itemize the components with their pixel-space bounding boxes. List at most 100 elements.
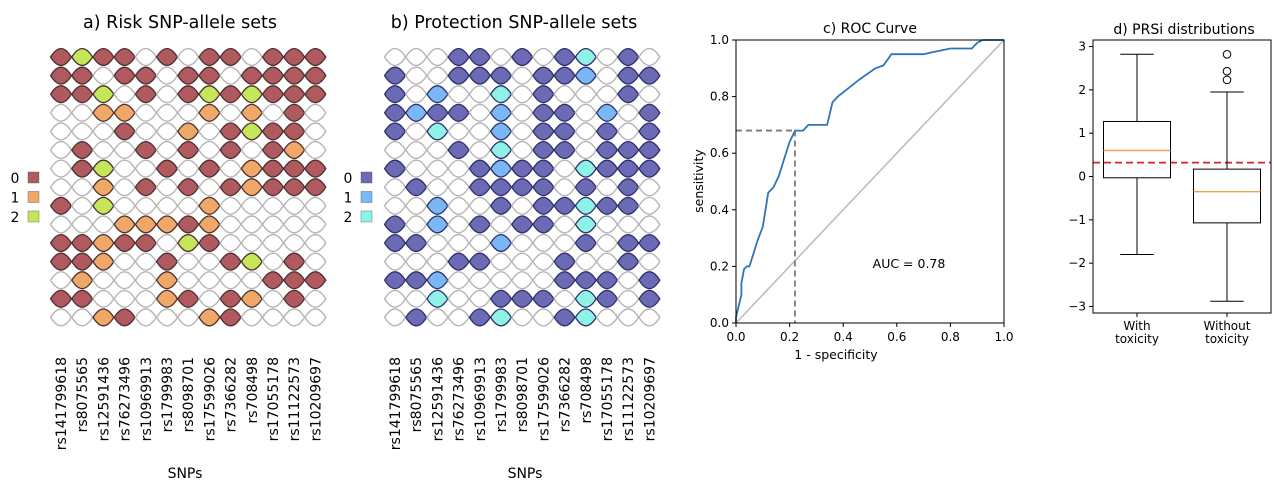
allele-cell-empty <box>49 178 73 197</box>
legend-label: 2 <box>344 210 353 226</box>
allele-cell-filled <box>261 122 285 141</box>
roc-x-tick-label: 0.0 <box>726 330 745 344</box>
allele-cell-filled <box>155 271 179 290</box>
allele-cell-filled <box>71 271 94 290</box>
allele-cell-filled <box>198 233 221 253</box>
legend-swatch <box>27 191 40 203</box>
allele-cell-filled <box>155 252 179 271</box>
allele-cell-empty <box>70 215 94 234</box>
allele-cell-empty <box>176 159 200 178</box>
allele-cell-filled <box>92 47 115 67</box>
allele-cell-filled <box>489 233 513 253</box>
allele-cell-filled <box>489 85 513 104</box>
allele-cell-empty <box>638 85 661 104</box>
allele-cell-filled <box>489 178 513 197</box>
allele-cell-filled <box>92 178 115 197</box>
allele-cell-filled <box>405 103 428 122</box>
allele-cell-filled <box>383 233 407 253</box>
allele-cell-empty <box>404 196 428 215</box>
roc-title: c) ROC Curve <box>823 21 917 37</box>
allele-cell-empty <box>70 103 94 122</box>
allele-cell-filled <box>261 178 285 197</box>
allele-cell-empty <box>489 215 513 234</box>
allele-cell-filled <box>198 85 221 104</box>
allele-cell-empty <box>532 252 555 271</box>
allele-cell-empty <box>261 215 285 234</box>
allele-cell-empty <box>595 66 619 85</box>
allele-cell-filled <box>261 159 285 178</box>
legend-swatch <box>360 210 373 223</box>
allele-cell-filled <box>219 252 242 271</box>
chance-diagonal <box>735 39 1005 324</box>
allele-cell-empty <box>383 178 407 197</box>
allele-cell-filled <box>283 103 306 122</box>
allele-cell-filled <box>617 233 640 253</box>
snp-label: rs10969913 <box>139 357 155 441</box>
allele-cell-filled <box>71 47 94 67</box>
allele-cell-empty <box>638 215 661 234</box>
allele-cell-filled <box>49 289 73 308</box>
allele-cell-empty <box>468 140 492 160</box>
snp-label: rs17599026 <box>202 357 218 441</box>
allele-cell-filled <box>617 66 640 85</box>
allele-cell-filled <box>240 252 263 271</box>
allele-cell-empty <box>134 122 158 141</box>
allele-cell-filled <box>92 159 115 178</box>
allele-cell-empty <box>134 159 158 178</box>
snp-label: rs1799983 <box>160 357 176 432</box>
allele-cell-filled <box>240 85 263 104</box>
allele-cell-filled <box>489 140 513 160</box>
box-outlier <box>1222 66 1232 76</box>
allele-cell-filled <box>71 66 94 85</box>
allele-cell-empty <box>92 122 115 141</box>
allele-cell-empty <box>447 289 470 308</box>
allele-cell-filled <box>574 159 597 178</box>
snp-label: rs8075565 <box>409 357 425 432</box>
allele-cell-filled <box>219 178 242 197</box>
allele-cell-empty <box>532 47 555 67</box>
allele-cell-empty <box>574 103 598 122</box>
allele-cell-filled <box>92 252 115 271</box>
allele-cell-filled <box>638 66 661 85</box>
allele-cell-filled <box>617 159 640 178</box>
allele-cell-filled <box>553 196 576 215</box>
protection-snp-labels: rs141799618 rs8075565 rs12591436 rs76273496… <box>388 357 658 450</box>
allele-cell-filled <box>532 103 555 122</box>
allele-cell-empty <box>219 103 242 122</box>
allele-cell-filled <box>134 140 157 160</box>
allele-cell-filled <box>92 85 115 104</box>
allele-cell-empty <box>240 140 264 160</box>
allele-cell-empty <box>240 215 264 234</box>
allele-cell-filled <box>177 233 200 253</box>
allele-cell-filled <box>468 47 491 67</box>
risk-panel-title: a) Risk SNP-allele sets <box>83 13 277 33</box>
allele-cell-filled <box>177 66 200 85</box>
allele-cell-empty <box>219 159 242 178</box>
prs-category-label: toxicity <box>1115 332 1159 346</box>
allele-cell-filled <box>219 47 242 67</box>
allele-cell-filled <box>198 308 221 327</box>
allele-cell-empty <box>553 85 576 104</box>
allele-cell-filled <box>71 140 94 160</box>
roc-y-tick-label: 0.6 <box>710 146 729 160</box>
allele-cell-empty <box>49 215 73 234</box>
allele-cell-empty <box>92 66 115 85</box>
allele-cell-filled <box>113 233 136 253</box>
allele-cell-empty <box>383 252 407 271</box>
roc-frame <box>735 39 1005 324</box>
allele-cell-filled <box>532 85 555 104</box>
roc-auc-annotation: AUC = 0.78 <box>873 256 946 271</box>
allele-cell-empty <box>553 289 576 308</box>
box-iqr <box>1193 168 1261 224</box>
allele-cell-empty <box>113 85 136 104</box>
allele-cell-filled <box>383 271 407 290</box>
allele-cell-filled <box>283 271 306 290</box>
legend-label: 2 <box>11 210 20 226</box>
allele-cell-filled <box>198 47 221 67</box>
prs-y-tick-label: −3 <box>1068 300 1086 314</box>
allele-cell-empty <box>404 47 428 67</box>
allele-cell-empty <box>468 271 492 290</box>
allele-cell-empty <box>134 289 158 308</box>
allele-cell-filled <box>240 178 263 197</box>
allele-cell-filled <box>49 66 73 85</box>
